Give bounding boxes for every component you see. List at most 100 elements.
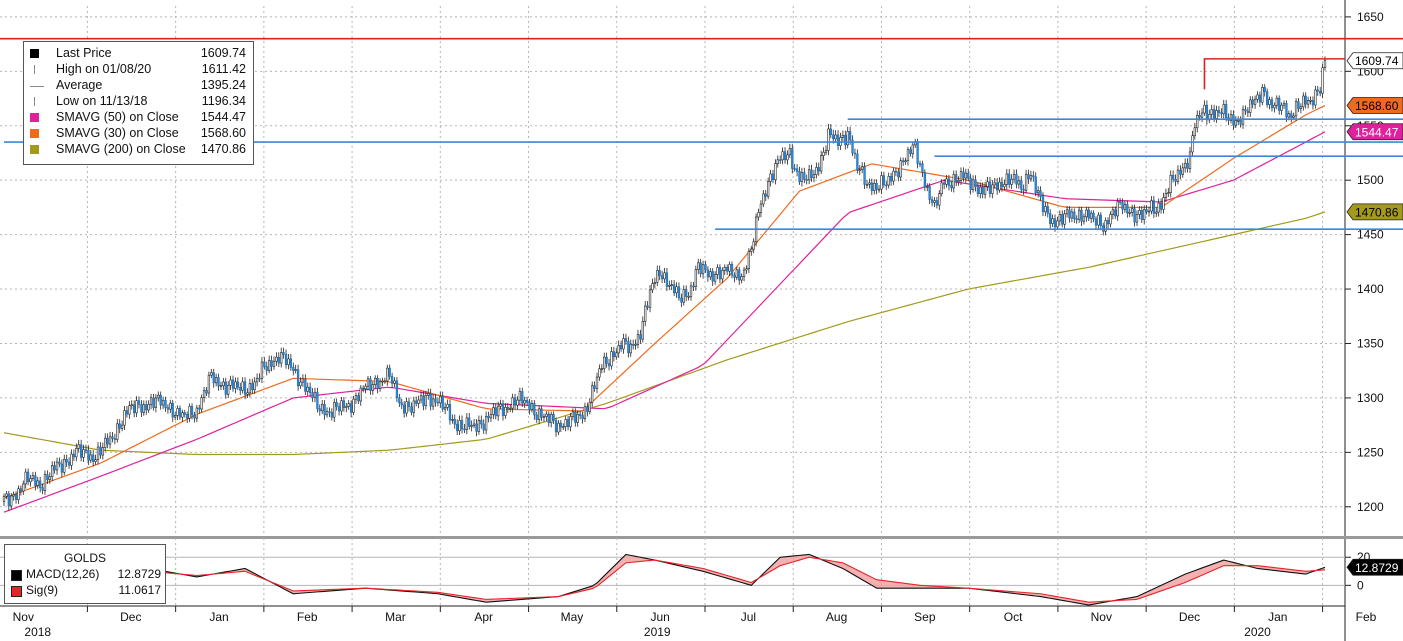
candle-body [627,341,630,354]
candle-body [959,171,963,181]
candle-body [545,413,548,417]
candle-body [137,400,141,405]
candle-body [619,344,623,350]
candle-body [634,343,637,346]
candle-body [489,414,493,419]
macd-label: MACD(12,26) [26,567,100,581]
candle-body [1225,104,1228,119]
candle-body [443,407,447,410]
candle-body [902,160,905,163]
candle-body [1246,110,1250,113]
legend-value: 1470.86 [200,142,246,156]
candle-body [157,394,160,399]
candle-body [251,383,254,391]
candle-body [388,367,391,377]
candle-body [1020,180,1023,190]
y-tick-label: 1650 [1357,10,1384,24]
candle-body [383,380,387,383]
price-tag [1346,97,1403,114]
candle-body [518,391,522,401]
candle-body [390,376,394,384]
candle-body [381,380,384,383]
candle-body [94,459,97,462]
candle-body [468,417,471,427]
candle-body [574,411,577,423]
candle-body [894,170,898,173]
legend-label: Last Price [56,46,112,60]
candle-body [1087,209,1090,219]
candle-body [224,381,227,395]
candle-body [130,404,133,407]
candle-body [986,181,989,187]
candle-body [798,171,801,182]
candle-body [699,262,702,275]
legend-label: SMAVG (50) on Close [56,110,179,124]
candle-body [39,480,42,488]
candle-body [34,475,37,486]
candle-body [718,267,722,280]
candle-body [1123,203,1127,210]
macd-panel-title: GOLDS [63,551,106,565]
candle-body [280,352,283,364]
candle-body [497,405,500,417]
candle-body [296,369,300,387]
candle-body [29,478,32,483]
candle-body [675,286,678,294]
candle-body [776,159,779,164]
candle-body [542,416,546,418]
candle-body [405,401,408,414]
candle-body [547,413,550,424]
candle-body [1196,114,1199,129]
candle-body [588,401,591,412]
candle-body [309,386,312,393]
candle-body [41,487,44,491]
candle-body [243,381,247,395]
candle-body [451,419,454,421]
candle-body [1082,216,1086,222]
candle-body [622,338,625,350]
candle-body [239,386,242,391]
candle-body [480,419,483,425]
candle-body [1266,91,1269,105]
candle-body [258,377,261,380]
candle-body [873,183,876,191]
y-tick-label: 1300 [1357,391,1384,405]
candle-body [96,446,100,460]
candle-body [477,419,481,432]
candle-body [202,390,206,398]
candle-body [1304,95,1307,105]
candle-body [648,289,652,308]
legend-marker [34,65,36,74]
candle-body [1145,209,1148,213]
candle-body [863,166,866,185]
candle-body [1306,100,1310,105]
candle-body [988,181,992,194]
candle-body [1319,90,1322,94]
candle-body [398,397,401,404]
candle-body [1215,110,1218,119]
candle-body [1114,209,1117,217]
candle-body [923,172,926,188]
candle-body [899,160,902,178]
candle-body [911,144,914,154]
candle-body [92,454,95,462]
candle-body [475,423,478,432]
candle-body [154,397,158,408]
candle-body [1321,67,1324,94]
candle-body [1184,162,1187,169]
candle-body [195,407,198,419]
candle-body [644,305,647,322]
x-tick-label-month: Jul [741,610,756,624]
candle-body [253,381,256,391]
x-tick-label-year: 2019 [644,625,671,639]
candle-body [26,471,30,483]
candle-body [1169,174,1172,193]
candle-body [1287,113,1290,118]
candle-body [378,381,382,389]
candle-body [330,411,333,418]
candle-body [1008,173,1011,185]
legend-swatch [30,129,39,138]
candle-body [1171,174,1175,180]
candle-body [181,412,184,418]
candle-body [89,454,92,461]
